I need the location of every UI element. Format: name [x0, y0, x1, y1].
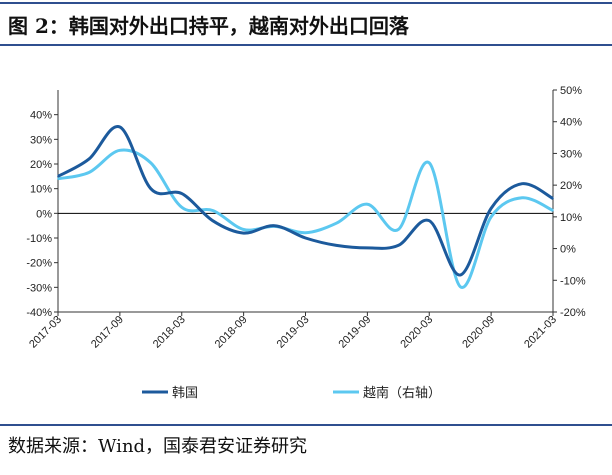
data-point — [397, 228, 400, 231]
data-point — [459, 285, 461, 288]
data-point — [150, 162, 152, 164]
chart-lines — [57, 125, 554, 289]
left-tick-label: 20% — [30, 159, 52, 171]
data-point — [490, 207, 492, 210]
data-point — [521, 197, 523, 199]
data-point — [273, 224, 276, 227]
left-tick-label: -40% — [26, 307, 52, 319]
left-tick-label: 0% — [36, 208, 52, 220]
left-tick-label: -20% — [26, 258, 52, 270]
data-point — [552, 197, 554, 200]
bottom-rule — [0, 424, 612, 426]
left-tick-label: -10% — [26, 233, 52, 245]
data-point — [57, 178, 59, 180]
data-point — [88, 158, 90, 160]
right-tick-label: 40% — [560, 117, 582, 129]
data-point — [119, 126, 121, 128]
left-tick-label: -30% — [26, 282, 52, 294]
data-point — [335, 222, 338, 224]
data-point — [366, 247, 369, 249]
left-tick-label: 30% — [30, 134, 52, 146]
data-point — [88, 171, 90, 174]
data-point — [459, 274, 461, 276]
data-point — [304, 237, 307, 239]
data-point — [150, 187, 152, 190]
right-tick-label: 50% — [560, 85, 582, 97]
data-point — [211, 209, 214, 212]
right-tick-label: -10% — [560, 275, 586, 287]
chart-axes: -40% -30% -20% -10% 0% 10% 20% 30% 40% -20% -10% 0%… — [26, 85, 586, 351]
data-point — [242, 228, 245, 231]
source-note: 数据来源：Wind，国泰君安证券研究 — [8, 436, 308, 457]
data-point — [552, 209, 554, 212]
data-point — [211, 219, 214, 222]
data-point — [119, 149, 121, 152]
figure-title: 图 2：韩国对外出口持平，越南对外出口回落 — [8, 14, 409, 38]
left-tick-label: 10% — [30, 184, 52, 196]
right-tick-label: 20% — [560, 180, 582, 192]
left-tick-label: 40% — [30, 110, 52, 122]
data-point — [521, 182, 523, 185]
data-point — [304, 231, 307, 234]
top-rule — [0, 2, 612, 4]
data-point — [428, 162, 431, 164]
x-tick-label: 2017-09 — [89, 314, 126, 351]
data-point — [57, 175, 59, 178]
series-line-vietnam — [57, 148, 554, 289]
data-point — [490, 216, 492, 218]
data-point — [180, 192, 183, 195]
legend-label: 韩国 — [172, 386, 198, 401]
data-point — [242, 232, 245, 234]
data-point — [428, 219, 431, 222]
right-tick-label: 10% — [560, 212, 582, 224]
x-tick-label: 2019-09 — [336, 314, 373, 351]
right-tick-label: 30% — [560, 148, 582, 160]
data-point — [335, 244, 338, 247]
x-tick-label: 2017-03 — [27, 314, 64, 351]
right-tick-label: 0% — [560, 244, 576, 256]
chart-legend: 韩国 越南（右轴） — [142, 385, 441, 401]
x-tick-label: 2019-03 — [275, 314, 312, 351]
data-point — [180, 206, 183, 209]
data-point — [366, 203, 369, 205]
x-tick-label: 2018-03 — [151, 314, 188, 351]
legend-label: 越南（右轴） — [363, 385, 441, 401]
right-tick-label: -20% — [560, 307, 586, 319]
x-tick-label: 2018-09 — [213, 314, 250, 351]
x-tick-label: 2020-09 — [460, 314, 497, 351]
data-point — [397, 244, 400, 247]
title-rule — [0, 44, 612, 46]
x-tick-label: 2021-03 — [522, 314, 559, 351]
x-tick-label: 2020-03 — [398, 314, 435, 351]
